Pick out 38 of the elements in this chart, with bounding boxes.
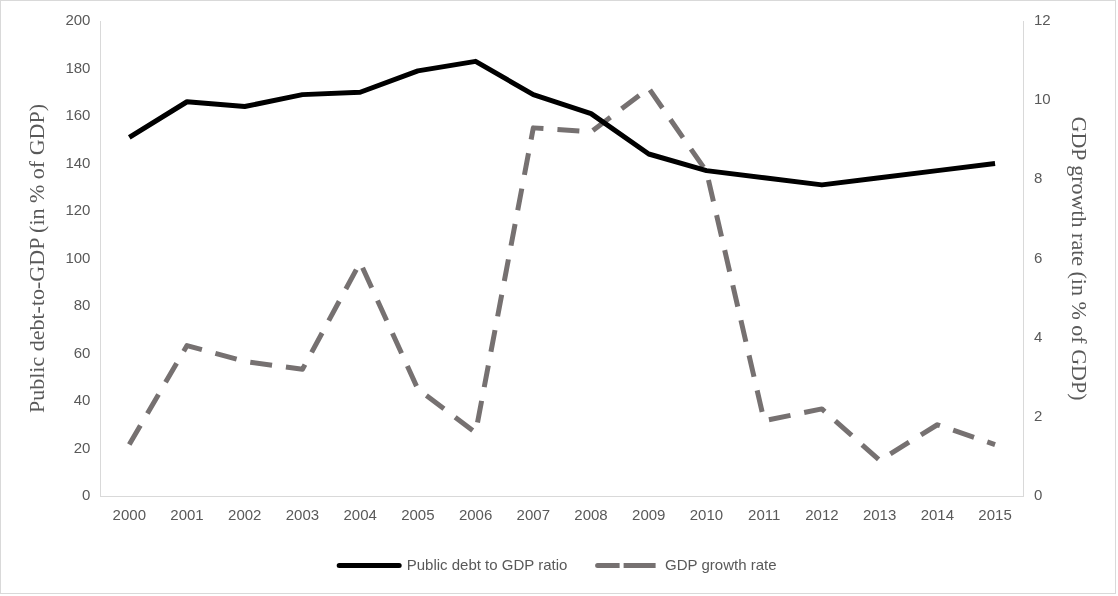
x-tick-label: 2000 [112,506,146,524]
x-tick-label: 2006 [458,506,493,524]
legend-label: Public debt to GDP ratio [406,555,568,573]
y-tick-label: 60 [73,343,91,361]
y-tick-label: 120 [65,201,91,219]
y-tick-label: 140 [65,153,91,171]
y-tick-label: 0 [82,486,91,504]
x-tick-label: 2010 [689,506,724,524]
x-tick-label: 2004 [343,506,377,524]
x-tick-label: 2008 [574,506,608,524]
y-tick-label: 20 [73,438,91,456]
x-tick-label: 2014 [920,506,955,524]
y2-tick-label: 10 [1033,90,1051,108]
y-tick-label: 40 [73,391,91,409]
y-tick-label: 200 [65,11,91,29]
x-tick-label: 2005 [401,506,435,524]
y2-tick-label: 12 [1033,11,1051,29]
x-tick-label: 2011 [748,506,781,524]
legend-label: GDP growth rate [665,555,777,573]
x-tick-label: 2012 [805,506,839,524]
x-tick-label: 2015 [978,506,1012,524]
x-tick-label: 2002 [228,506,262,524]
x-tick-label: 2003 [285,506,320,524]
x-tick-label: 2013 [862,506,897,524]
y-tick-label: 160 [65,106,91,124]
y2-axis-title: GDP growth rate (in % of GDP) [1067,116,1093,401]
y2-tick-label: 4 [1033,327,1043,345]
y-tick-label: 100 [65,248,91,266]
y-axis-title: Public debt-to-GDP (in % of GDP) [23,104,49,413]
y-tick-label: 80 [73,296,91,314]
y2-tick-label: 8 [1033,169,1043,187]
x-tick-label: 2007 [516,506,550,524]
y2-tick-label: 0 [1033,486,1043,504]
x-tick-label: 2001 [170,506,204,524]
y2-tick-label: 2 [1033,406,1043,424]
x-tick-label: 2009 [632,506,666,524]
y2-tick-label: 6 [1033,248,1043,266]
y-tick-label: 180 [65,58,91,76]
